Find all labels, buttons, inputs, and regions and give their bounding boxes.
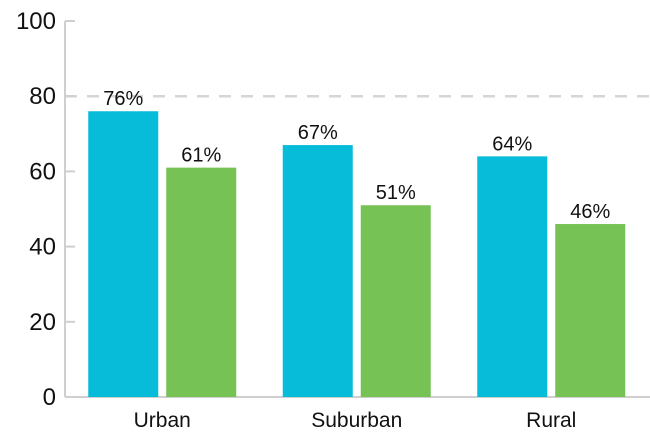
axes bbox=[64, 21, 650, 398]
bar bbox=[282, 145, 353, 397]
data-labels: 76% 61% 67% 51% 64% 46% bbox=[103, 88, 610, 223]
data-label: 76% bbox=[103, 88, 143, 110]
x-category-label: Suburban bbox=[311, 409, 402, 432]
x-category-label: Urban bbox=[134, 409, 191, 432]
bar bbox=[477, 156, 548, 397]
data-label: 46% bbox=[570, 201, 610, 223]
data-label: 64% bbox=[492, 133, 532, 155]
bar bbox=[360, 205, 431, 397]
bar bbox=[555, 224, 626, 397]
bar bbox=[88, 111, 159, 398]
data-label: 51% bbox=[376, 182, 416, 204]
y-tick-label: 20 bbox=[29, 309, 56, 336]
y-tick-label: 100 bbox=[16, 8, 56, 35]
bar bbox=[166, 167, 237, 397]
y-tick-label: 60 bbox=[29, 158, 56, 185]
x-category-label: Rural bbox=[526, 409, 576, 432]
y-tick-label: 40 bbox=[29, 234, 56, 261]
y-tick-label: 0 bbox=[43, 384, 56, 411]
y-tick-label: 80 bbox=[29, 83, 56, 110]
bars bbox=[88, 111, 626, 398]
y-axis-ticks: 0 20 40 60 80 100 bbox=[16, 8, 75, 411]
x-axis-categories: Urban Suburban Rural bbox=[134, 409, 577, 432]
data-label: 61% bbox=[181, 145, 221, 167]
data-label: 67% bbox=[298, 122, 338, 144]
